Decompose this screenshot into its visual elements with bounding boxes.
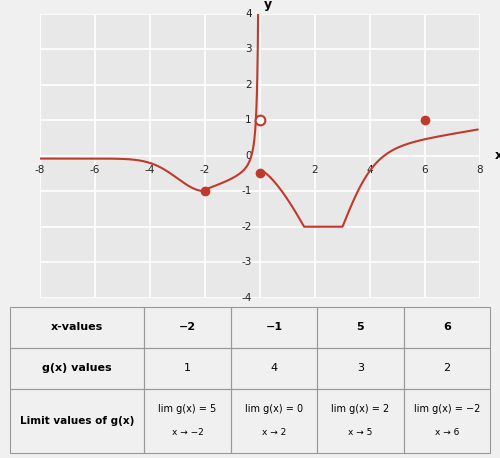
Bar bbox=[10, 389, 144, 453]
Text: −1: −1 bbox=[266, 322, 282, 333]
Bar bbox=[317, 307, 404, 348]
Bar bbox=[404, 348, 490, 389]
Text: -3: -3 bbox=[242, 257, 252, 267]
Bar bbox=[231, 389, 317, 453]
Text: -1: -1 bbox=[242, 186, 252, 196]
Bar bbox=[404, 307, 490, 348]
Text: lim g(x) = 5: lim g(x) = 5 bbox=[158, 403, 216, 414]
Bar bbox=[317, 389, 404, 453]
Text: 4: 4 bbox=[366, 164, 374, 174]
Text: -2: -2 bbox=[242, 222, 252, 232]
Bar bbox=[10, 348, 144, 389]
Text: 2: 2 bbox=[245, 80, 252, 90]
Text: 8: 8 bbox=[476, 164, 484, 174]
Bar bbox=[144, 348, 231, 389]
Text: -8: -8 bbox=[35, 164, 45, 174]
Text: lim g(x) = 2: lim g(x) = 2 bbox=[332, 403, 390, 414]
Text: 2: 2 bbox=[312, 164, 318, 174]
Text: x → 6: x → 6 bbox=[434, 428, 459, 436]
Text: −2: −2 bbox=[179, 322, 196, 333]
Text: 3: 3 bbox=[357, 363, 364, 373]
Text: x → 2: x → 2 bbox=[262, 428, 286, 436]
Text: -4: -4 bbox=[242, 293, 252, 303]
Text: 4: 4 bbox=[270, 363, 278, 373]
Text: 1: 1 bbox=[184, 363, 191, 373]
Text: Limit values of g(x): Limit values of g(x) bbox=[20, 416, 134, 426]
Text: 5: 5 bbox=[356, 322, 364, 333]
Text: x → 5: x → 5 bbox=[348, 428, 372, 436]
Bar bbox=[231, 348, 317, 389]
Text: 4: 4 bbox=[245, 9, 252, 19]
Text: -6: -6 bbox=[90, 164, 100, 174]
Text: x-values: x-values bbox=[51, 322, 104, 333]
Text: lim g(x) = 0: lim g(x) = 0 bbox=[245, 403, 303, 414]
Text: 6: 6 bbox=[443, 322, 450, 333]
Text: y: y bbox=[264, 0, 272, 11]
Text: lim g(x) = −2: lim g(x) = −2 bbox=[414, 403, 480, 414]
Text: 6: 6 bbox=[422, 164, 428, 174]
Bar bbox=[144, 389, 231, 453]
Bar bbox=[317, 348, 404, 389]
Text: 2: 2 bbox=[443, 363, 450, 373]
Text: x: x bbox=[495, 149, 500, 162]
Bar bbox=[10, 307, 144, 348]
Text: g(x) values: g(x) values bbox=[42, 363, 112, 373]
Bar bbox=[144, 307, 231, 348]
Bar bbox=[231, 307, 317, 348]
Text: 1: 1 bbox=[245, 115, 252, 125]
Text: x → −2: x → −2 bbox=[172, 428, 203, 436]
Text: -2: -2 bbox=[200, 164, 210, 174]
Text: 0: 0 bbox=[245, 151, 252, 161]
Bar bbox=[404, 389, 490, 453]
Text: 3: 3 bbox=[245, 44, 252, 54]
Text: -4: -4 bbox=[145, 164, 155, 174]
